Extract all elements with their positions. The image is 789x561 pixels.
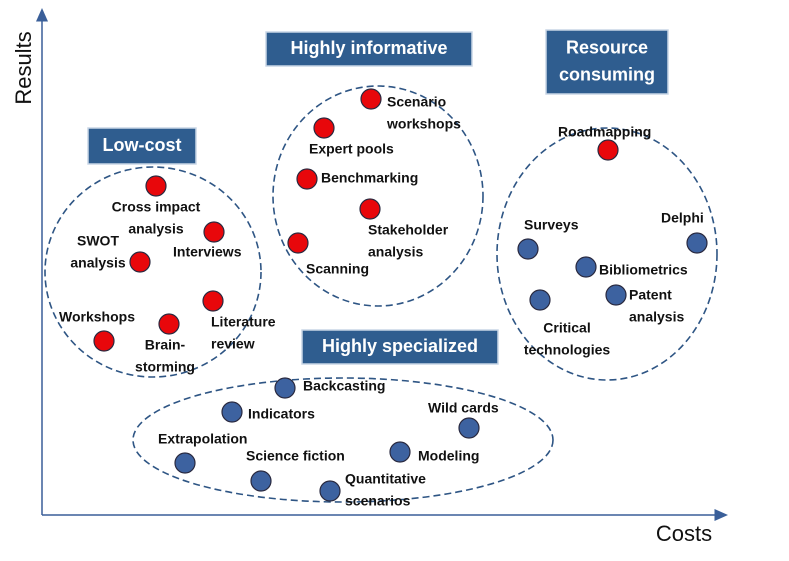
method-dot <box>389 441 411 463</box>
group-title-box <box>87 127 197 165</box>
group-outline <box>496 127 718 381</box>
method-label: Benchmarking <box>321 170 418 186</box>
method-label: Critical <box>543 320 590 336</box>
method-dot <box>517 238 539 260</box>
method-dot <box>458 417 480 439</box>
group-title-box <box>265 31 473 67</box>
method-dot <box>313 117 335 139</box>
method-dot <box>93 330 115 352</box>
method-label: Literature <box>211 314 276 330</box>
group-title: consuming <box>559 64 655 84</box>
method-label: Scanning <box>306 261 369 277</box>
x-axis-label: Costs <box>656 521 712 546</box>
method-label: SWOT <box>77 233 119 249</box>
group-outline <box>132 377 554 503</box>
group-title: Highly informative <box>290 38 447 58</box>
group-title-box <box>545 29 669 95</box>
method-label: Bibliometrics <box>599 262 688 278</box>
group-title: Resource <box>566 37 648 57</box>
method-dot <box>174 452 196 474</box>
method-label: Roadmapping <box>558 124 651 140</box>
method-dot <box>529 289 551 311</box>
method-label: Expert pools <box>309 141 394 157</box>
method-dot <box>319 480 341 502</box>
method-label: analysis <box>368 244 423 260</box>
method-label: Interviews <box>173 244 242 260</box>
method-label: Indicators <box>248 406 315 422</box>
method-label: Delphi <box>661 210 704 226</box>
method-dot <box>605 284 627 306</box>
method-label: Patent <box>629 287 672 303</box>
method-label: Science fiction <box>246 448 345 464</box>
method-dot <box>203 221 225 243</box>
method-label: analysis <box>629 309 684 325</box>
method-label: Quantitative <box>345 471 426 487</box>
method-label: workshops <box>386 116 461 132</box>
method-label: Stakeholder <box>368 222 449 238</box>
method-label: Modeling <box>418 448 479 464</box>
group-outline <box>44 166 262 378</box>
method-dot <box>129 251 151 273</box>
method-label: scenarios <box>345 493 411 509</box>
method-label: analysis <box>128 221 183 237</box>
method-label: Extrapolation <box>158 431 247 447</box>
group-title-box <box>301 329 499 365</box>
method-dot <box>296 168 318 190</box>
method-dot <box>287 232 309 254</box>
method-label: Workshops <box>59 309 135 325</box>
method-label: review <box>211 336 255 352</box>
group-title: Low-cost <box>103 135 182 155</box>
group-title: Highly specialized <box>322 336 478 356</box>
method-label: Cross impact <box>112 199 201 215</box>
method-label: Scenario <box>387 94 446 110</box>
method-label: Brain- <box>145 337 186 353</box>
group-outline <box>272 85 484 307</box>
method-label: Backcasting <box>303 378 385 394</box>
method-dot <box>202 290 224 312</box>
method-dot <box>250 470 272 492</box>
method-dot <box>359 198 381 220</box>
method-dot <box>597 139 619 161</box>
method-dot <box>274 377 296 399</box>
y-axis-label: Results <box>11 31 36 104</box>
method-label: technologies <box>524 342 611 358</box>
method-dot <box>158 313 180 335</box>
method-dot <box>360 88 382 110</box>
method-label: analysis <box>70 255 125 271</box>
method-label: Surveys <box>524 217 579 233</box>
method-label: Wild cards <box>428 400 499 416</box>
method-label: storming <box>135 359 195 375</box>
method-dot <box>221 401 243 423</box>
method-dot <box>145 175 167 197</box>
method-dot <box>686 232 708 254</box>
method-dot <box>575 256 597 278</box>
